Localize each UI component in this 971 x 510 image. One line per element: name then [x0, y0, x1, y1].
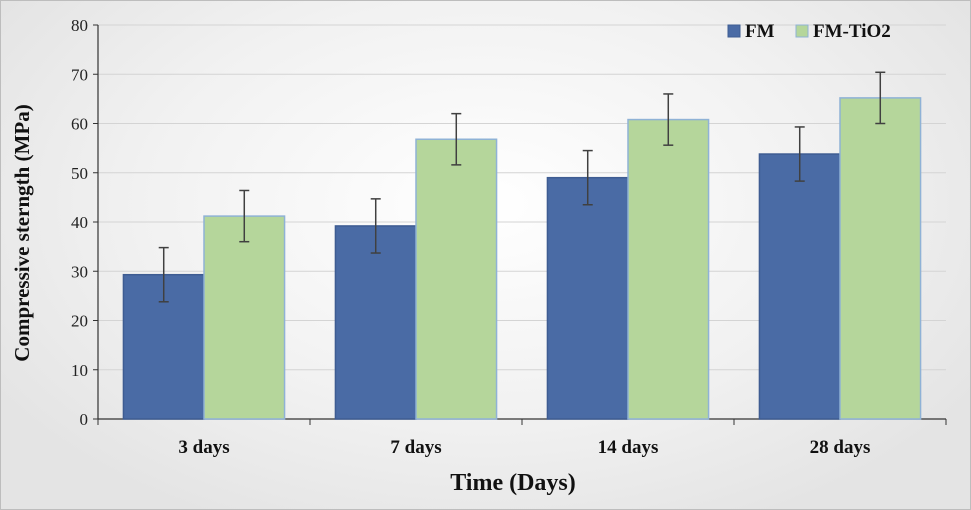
- x-tick-label: 7 days: [390, 437, 441, 458]
- error-bars: [158, 71, 886, 303]
- bar-fm-tio2: [839, 97, 922, 420]
- axis-labels: 0 10 20 30 40 50 60 70 80 3 days 7 days 14 days 28 d…: [71, 16, 870, 458]
- y-tick-label: 10: [71, 361, 88, 380]
- y-tick-label: 0: [80, 410, 89, 429]
- bar-fm: [546, 176, 629, 420]
- y-tick-label: 40: [71, 213, 88, 232]
- y-tick-label: 70: [71, 65, 88, 84]
- y-axis-title: Compressive sterngth (MPa): [10, 104, 34, 361]
- x-tick-label: 3 days: [178, 437, 229, 458]
- y-tick-label: 60: [71, 115, 88, 134]
- legend-label: FM: [745, 21, 775, 42]
- bar-fm-tio2: [627, 118, 710, 420]
- legend-swatch-fm-tio2: [795, 24, 809, 38]
- y-tick-label: 20: [71, 312, 88, 331]
- bar-fm: [334, 225, 417, 420]
- y-tick-label: 30: [71, 262, 88, 281]
- x-tick-label: 14 days: [598, 437, 659, 458]
- y-tick-label: 50: [71, 164, 88, 183]
- x-tick-label: 28 days: [810, 437, 871, 458]
- bar-fm: [758, 153, 841, 420]
- y-tick-label: 80: [71, 16, 88, 35]
- legend-swatch-fm: [727, 24, 741, 38]
- bar-fm-tio2: [203, 215, 286, 420]
- legend-label: FM-TiO2: [813, 21, 891, 42]
- bars: [122, 97, 922, 420]
- x-axis-title: Time (Days): [450, 470, 576, 496]
- legend: FM FM-TiO2: [727, 21, 891, 42]
- bar-fm-tio2: [415, 138, 498, 420]
